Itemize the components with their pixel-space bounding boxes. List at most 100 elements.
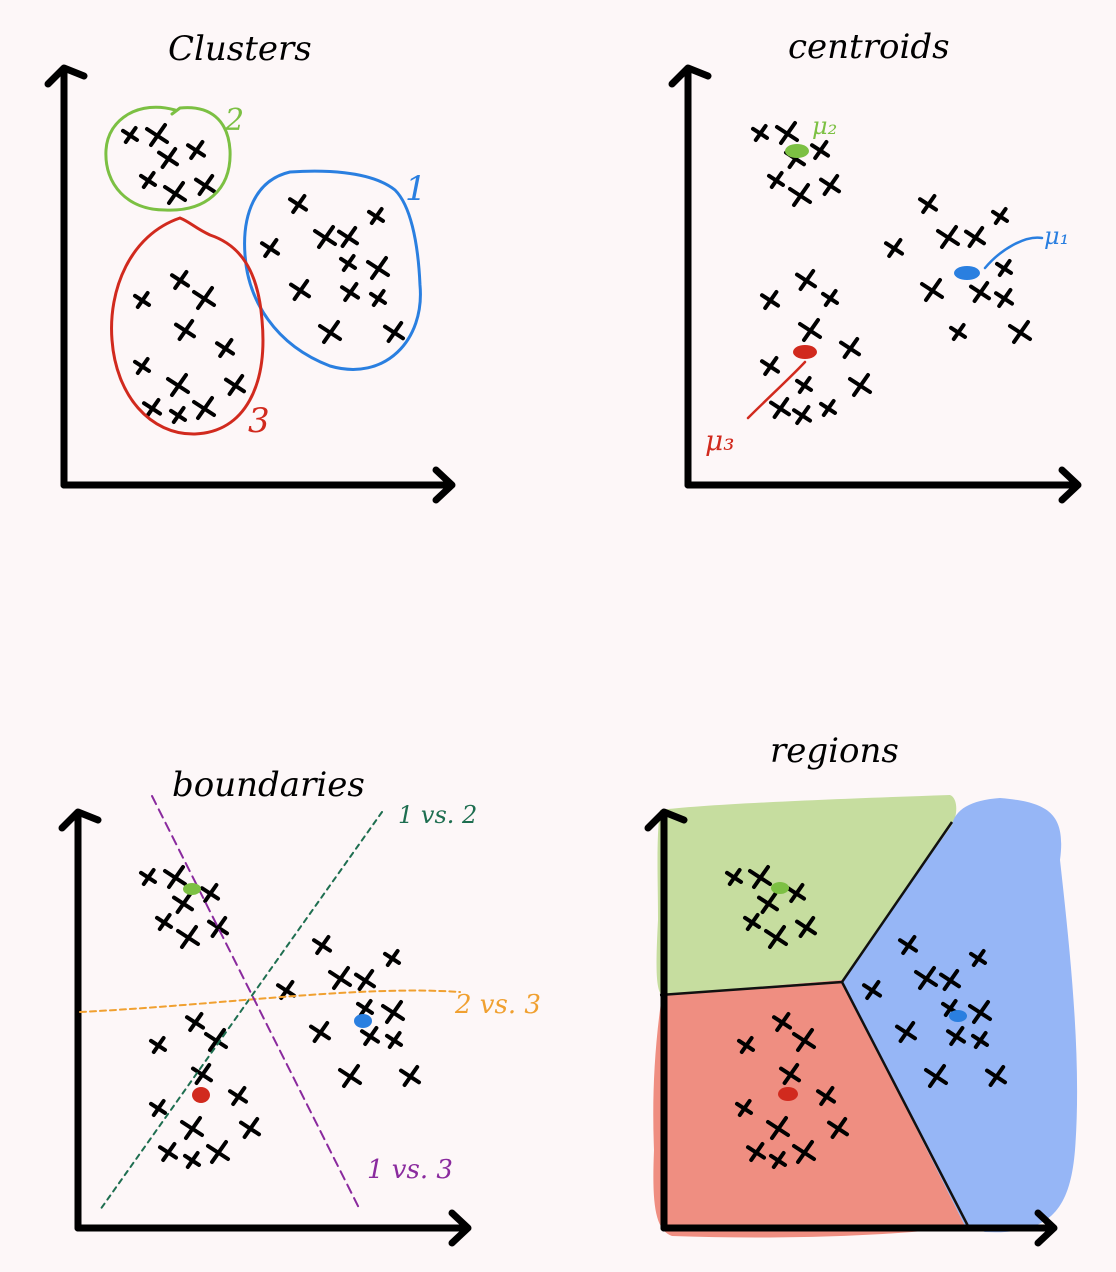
data-point-marker (183, 1151, 201, 1169)
data-point-marker (367, 207, 385, 225)
data-point-marker (166, 373, 190, 397)
axes (58, 808, 472, 1247)
data-point-marker (149, 1099, 167, 1117)
boundary-2-vs-3 (79, 989, 461, 1013)
data-point-marker (180, 1116, 204, 1140)
centroid-2 (183, 883, 201, 895)
data-point-marker (971, 1031, 989, 1049)
data-points (139, 865, 421, 1169)
cluster-1-label: 1 (405, 169, 427, 209)
x-axis (74, 1209, 472, 1247)
centroid-3 (192, 1087, 210, 1103)
boundary-1-vs-2 (99, 811, 383, 1211)
centroid-3 (778, 1087, 798, 1101)
data-point-marker (760, 290, 780, 310)
data-point-marker (309, 1021, 331, 1043)
data-point-marker (155, 913, 173, 931)
centroid-2 (785, 144, 809, 158)
boundary-1-vs-3 (151, 795, 361, 1211)
panel-regions: regions (644, 731, 1078, 1247)
data-point-marker (192, 396, 216, 420)
data-point-marker (339, 254, 357, 272)
data-point-marker (385, 1031, 403, 1049)
data-point-marker (191, 1063, 213, 1085)
data-point-marker (792, 1140, 816, 1164)
y-axis (44, 64, 88, 489)
data-point-marker (172, 892, 194, 914)
data-point-marker (289, 279, 311, 301)
data-points (751, 121, 1032, 425)
y-axis (644, 808, 688, 1232)
data-point-marker (174, 319, 196, 341)
panel-title: Clusters (168, 29, 312, 69)
data-point-marker (767, 171, 785, 189)
data-point-marker (810, 140, 830, 160)
data-point-marker (819, 399, 837, 417)
data-point-marker (338, 1064, 362, 1088)
y-axis (58, 808, 102, 1232)
x-axis (60, 466, 456, 504)
cluster-3-outline (110, 216, 265, 436)
data-point-marker (862, 980, 882, 1000)
data-point-marker (163, 865, 187, 889)
data-point-marker (224, 374, 246, 396)
data-point-marker (139, 171, 157, 189)
data-point-marker (383, 949, 401, 967)
data-point-marker (964, 226, 986, 248)
data-point-marker (192, 286, 216, 310)
data-point-marker (337, 226, 359, 248)
panel-title: boundaries (172, 765, 365, 805)
panel-centroids: centroids μ₁ μ₂ μ₃ (668, 27, 1082, 504)
data-point-marker (121, 126, 139, 144)
data-point-marker (260, 238, 280, 258)
data-point-marker (991, 207, 1009, 225)
data-point-marker (200, 883, 220, 903)
data-point-marker (139, 868, 157, 886)
panel-clusters: Clusters 1 2 3 (44, 29, 456, 504)
data-point-marker (748, 865, 772, 889)
data-point-marker (228, 1086, 248, 1106)
data-point-marker (798, 318, 822, 342)
data-point-marker (133, 357, 151, 375)
data-point-marker (994, 288, 1014, 308)
centroid-1 (949, 1010, 967, 1022)
region-borders (659, 821, 970, 1227)
data-point-marker (936, 225, 960, 249)
data-point-marker (204, 1028, 228, 1052)
data-point-marker (176, 925, 200, 949)
data-point-marker (775, 121, 799, 145)
data-point-marker (969, 949, 987, 967)
axes (668, 64, 1082, 504)
data-point-marker (206, 1140, 230, 1164)
data-point-marker (354, 969, 376, 991)
data-point-marker (276, 980, 296, 1000)
data-point-marker (760, 356, 780, 376)
data-point-marker (313, 225, 337, 249)
data-point-marker (924, 1064, 948, 1088)
data-points (725, 865, 1007, 1169)
data-point-marker (898, 935, 918, 955)
centroid-3 (793, 345, 817, 359)
data-point-marker (895, 1021, 917, 1043)
data-point-marker (312, 935, 332, 955)
centroid-1-pointer (983, 236, 1044, 270)
centroid-1 (354, 1014, 372, 1028)
data-point-marker (795, 916, 817, 938)
cluster-1-outline (243, 169, 422, 371)
data-point-marker (215, 338, 235, 358)
centroid-1 (954, 266, 980, 280)
data-point-marker (968, 1000, 992, 1024)
cluster-2-label: 2 (224, 103, 244, 138)
boundary-1-vs-2-label: 1 vs. 2 (398, 801, 477, 829)
data-point-marker (133, 291, 151, 309)
data-point-marker (821, 289, 839, 307)
data-point-marker (318, 320, 342, 344)
data-point-marker (884, 238, 904, 258)
panel-title: regions (770, 731, 899, 771)
data-point-marker (786, 883, 806, 903)
data-point-marker (779, 1063, 801, 1085)
data-point-marker (788, 183, 812, 207)
data-point-marker (163, 181, 187, 205)
data-point-marker (737, 1036, 755, 1054)
